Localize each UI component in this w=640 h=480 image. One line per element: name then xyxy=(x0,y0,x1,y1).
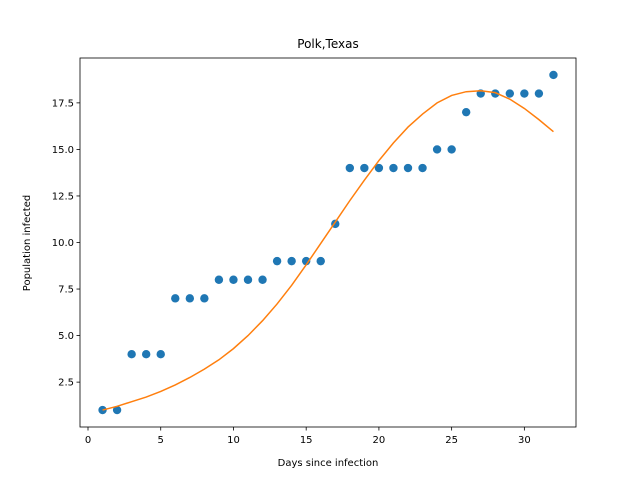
data-point xyxy=(141,350,151,359)
data-point xyxy=(200,294,209,303)
y-tick-label: 15.0 xyxy=(52,145,74,156)
data-point xyxy=(432,145,442,154)
x-tick-label: 30 xyxy=(518,435,531,446)
x-axis-title: Days since infection xyxy=(278,458,379,469)
data-point xyxy=(374,163,384,173)
x-tick-label: 5 xyxy=(158,435,164,446)
y-tick-label: 17.5 xyxy=(52,98,74,109)
data-point xyxy=(112,405,122,415)
chart-title: Polk,Texas xyxy=(297,37,358,51)
data-point xyxy=(156,350,165,359)
axes: 0 5 10 15 20 25 30 2.5 5.0 7.5 10.0 12.5 15.0 17.5 xyxy=(52,57,577,446)
y-tick-label: 2.5 xyxy=(58,378,74,389)
data-point xyxy=(287,256,296,266)
data-point xyxy=(345,163,355,173)
data-point xyxy=(272,256,282,266)
data-point xyxy=(447,145,456,154)
x-tick-label: 20 xyxy=(373,435,386,446)
data-point xyxy=(403,163,413,173)
data-point xyxy=(534,89,544,98)
fitted-curve-line xyxy=(102,90,554,411)
data-point xyxy=(505,89,515,98)
data-point xyxy=(214,275,224,284)
plot-content xyxy=(98,70,558,415)
data-point xyxy=(418,163,427,173)
data-point xyxy=(258,275,267,284)
x-tick-label: 0 xyxy=(85,435,91,446)
data-point xyxy=(171,294,180,303)
x-tick-label: 10 xyxy=(227,435,240,446)
y-axis-title: Population infected xyxy=(22,195,33,291)
data-point xyxy=(549,70,558,80)
data-point xyxy=(127,350,136,359)
y-tick-label: 10.0 xyxy=(52,238,74,249)
data-point xyxy=(185,294,195,303)
data-point xyxy=(229,275,238,284)
x-tick-label: 25 xyxy=(445,435,458,446)
data-point xyxy=(360,163,369,173)
data-point xyxy=(243,275,253,284)
y-tick-label: 5.0 xyxy=(58,331,74,342)
data-point xyxy=(491,89,500,98)
data-point xyxy=(389,163,398,173)
y-tick-label: 12.5 xyxy=(52,191,74,202)
data-point xyxy=(301,256,311,266)
y-tick-label: 7.5 xyxy=(58,285,74,296)
data-point xyxy=(461,107,471,117)
data-point xyxy=(520,89,529,98)
x-tick-label: 15 xyxy=(300,435,313,446)
data-point xyxy=(316,256,325,266)
